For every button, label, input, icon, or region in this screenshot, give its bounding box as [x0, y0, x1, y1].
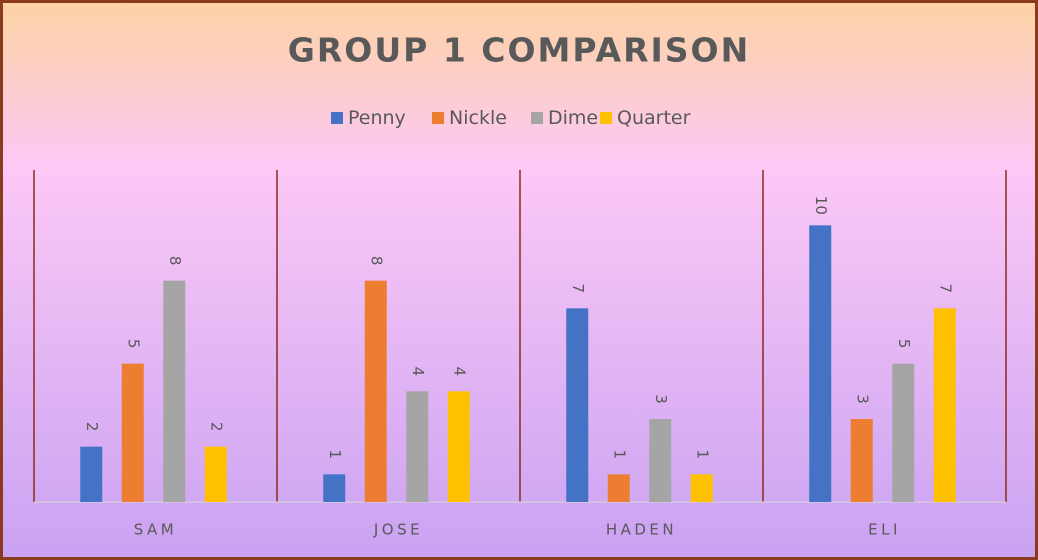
x-tick-label: ELI	[868, 521, 901, 539]
bar	[607, 474, 630, 502]
legend-swatch	[432, 112, 444, 124]
bar	[447, 391, 470, 502]
x-tick-label: HADEN	[606, 521, 677, 539]
data-label: 1	[326, 450, 344, 460]
x-tick-label: SAM	[134, 521, 178, 539]
legend-label: Nickle	[449, 107, 507, 129]
bar	[892, 363, 915, 502]
bar	[690, 474, 713, 502]
bar	[566, 308, 589, 502]
chart-title: GROUP 1 COMPARISON	[288, 31, 750, 70]
x-tick-label: JOSE	[373, 521, 423, 539]
bar	[163, 280, 186, 502]
legend-swatch	[531, 112, 543, 124]
legend-label: Quarter	[617, 107, 691, 129]
data-label: 3	[853, 394, 871, 404]
data-label: 4	[450, 367, 468, 377]
bar	[406, 391, 429, 502]
data-label: 2	[207, 422, 225, 432]
data-label: 7	[936, 284, 954, 294]
bar	[80, 446, 103, 502]
legend-label: Penny	[348, 107, 406, 129]
data-label: 8	[166, 256, 184, 266]
data-label: 3	[652, 394, 670, 404]
data-label: 1	[693, 450, 711, 460]
data-label: 5	[124, 339, 142, 349]
bar	[649, 419, 672, 502]
bar	[364, 280, 387, 502]
bar	[323, 474, 346, 502]
legend-swatch	[600, 112, 612, 124]
bar	[933, 308, 956, 502]
data-label: 4	[409, 367, 427, 377]
data-label: 10	[812, 196, 830, 215]
data-label: 5	[895, 339, 913, 349]
bar	[121, 363, 144, 502]
data-label: 8	[367, 256, 385, 266]
bar	[204, 446, 227, 502]
bar	[850, 419, 873, 502]
data-label: 7	[569, 284, 587, 294]
bar	[809, 225, 832, 503]
data-label: 2	[83, 422, 101, 432]
data-label: 1	[610, 450, 628, 460]
legend-label: Dime	[548, 107, 598, 129]
legend-swatch	[331, 112, 343, 124]
